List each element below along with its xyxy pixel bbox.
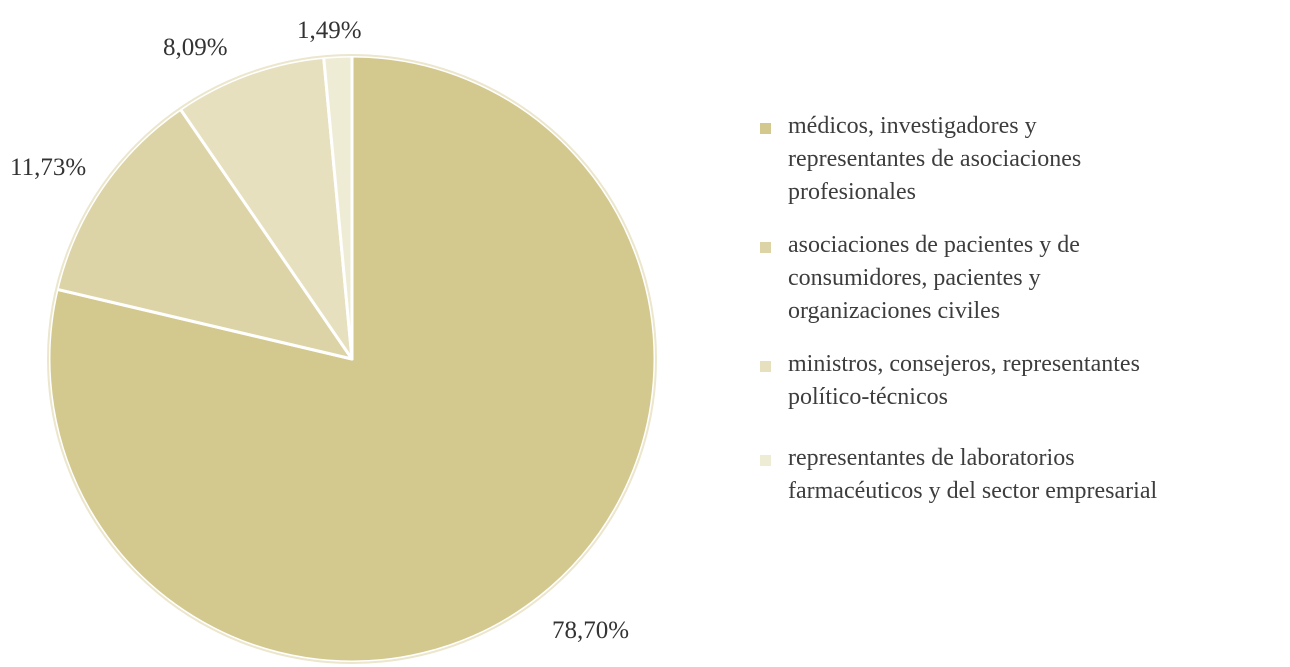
pie-slices bbox=[47, 54, 657, 664]
legend-label-1: médicos, investigadores y representantes… bbox=[788, 113, 1082, 205]
legend-swatch-4 bbox=[760, 455, 771, 466]
legend-label-4: representantes de laboratorios farmacéut… bbox=[788, 445, 1158, 504]
legend-item-4: representantes de laboratorios farmacéut… bbox=[760, 442, 1280, 508]
data-label-4: 1,49% bbox=[297, 17, 362, 44]
pie-outline bbox=[47, 54, 657, 664]
legend-swatch-1 bbox=[760, 123, 771, 134]
legend-item-1: médicos, investigadores y representantes… bbox=[760, 110, 1280, 209]
pie-data-labels: 78,70% 11,73% 8,09% 1,49% bbox=[10, 17, 629, 644]
legend-swatch-2 bbox=[760, 242, 771, 253]
data-label-3: 8,09% bbox=[163, 34, 228, 61]
chart-legend: médicos, investigadores y representantes… bbox=[760, 110, 1280, 528]
pie-slice-2 bbox=[55, 107, 354, 361]
legend-label-2: asociaciones de pacientes y de consumido… bbox=[788, 232, 1080, 324]
legend-item-2: asociaciones de pacientes y de consumido… bbox=[760, 229, 1280, 328]
data-label-2: 11,73% bbox=[10, 154, 86, 181]
legend-label-3: ministros, consejeros, representantes po… bbox=[788, 351, 1140, 410]
pie-chart: 78,70% 11,73% 8,09% 1,49% bbox=[10, 17, 657, 664]
legend-swatch-3 bbox=[760, 361, 771, 372]
pie-slice-3 bbox=[178, 55, 354, 361]
data-label-1: 78,70% bbox=[552, 617, 629, 644]
legend-item-3: ministros, consejeros, representantes po… bbox=[760, 348, 1280, 414]
